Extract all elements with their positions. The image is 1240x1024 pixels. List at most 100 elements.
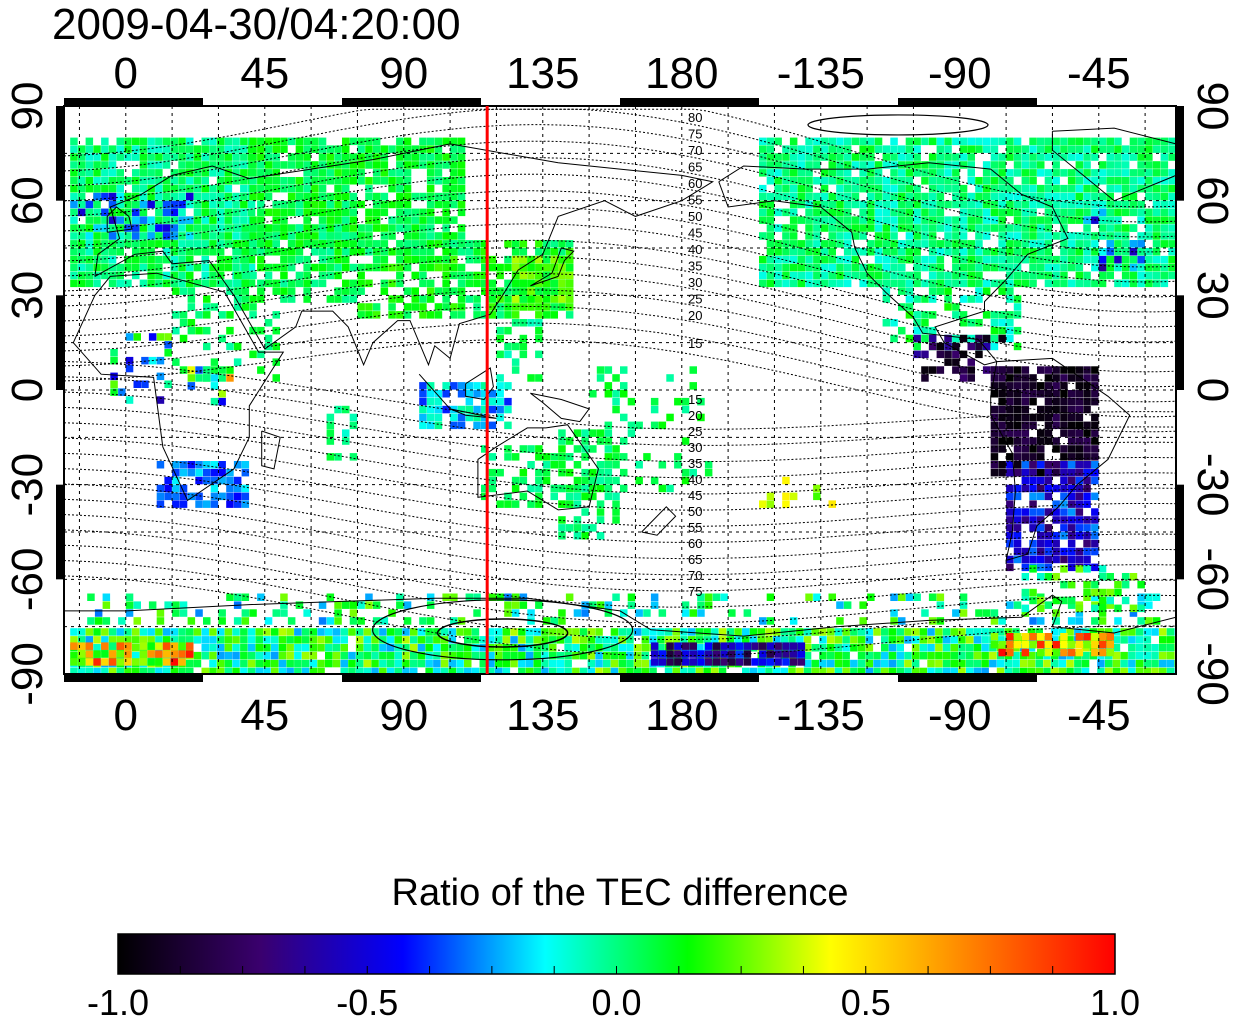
tec-cell bbox=[857, 659, 866, 668]
tec-cell bbox=[898, 248, 906, 256]
tec-cell bbox=[1037, 648, 1045, 657]
tec-cell bbox=[257, 216, 265, 224]
tec-cell bbox=[286, 659, 294, 668]
tec-cell bbox=[921, 200, 929, 209]
tec-cell bbox=[681, 609, 690, 617]
tec-cell bbox=[247, 651, 256, 660]
tec-cell bbox=[828, 271, 836, 280]
tec-cell bbox=[1006, 524, 1014, 532]
tec-cell bbox=[380, 145, 389, 153]
tec-cell bbox=[774, 153, 782, 161]
tec-cell bbox=[1121, 177, 1130, 185]
tec-cell bbox=[820, 240, 829, 248]
tec-cell bbox=[101, 255, 109, 264]
tec-cell bbox=[650, 421, 659, 430]
tec-cell bbox=[272, 208, 280, 217]
tec-cell bbox=[525, 628, 534, 636]
tec-cell bbox=[1067, 461, 1076, 469]
tec-cell bbox=[782, 184, 790, 193]
tec-cell bbox=[1037, 604, 1045, 613]
tec-cell bbox=[272, 216, 280, 224]
tec-cell bbox=[101, 192, 109, 201]
tec-cell bbox=[604, 390, 613, 398]
tec-cell bbox=[240, 651, 248, 660]
tec-cell bbox=[201, 192, 209, 201]
tec-cell bbox=[990, 326, 999, 335]
tec-cell bbox=[241, 492, 250, 501]
frame-bar-top bbox=[898, 98, 1037, 106]
tec-cell bbox=[757, 667, 765, 674]
tec-cell bbox=[836, 232, 844, 240]
tec-cell bbox=[1098, 192, 1107, 201]
tec-cell bbox=[581, 532, 589, 540]
tec-cell bbox=[425, 651, 433, 660]
tec-cell bbox=[1052, 216, 1060, 224]
tec-cell bbox=[1052, 648, 1060, 657]
tec-cell bbox=[1129, 184, 1138, 193]
tec-cell bbox=[272, 374, 280, 382]
tec-cell bbox=[1152, 208, 1161, 217]
tec-cell bbox=[295, 137, 304, 146]
tec-cell bbox=[210, 461, 219, 469]
tec-cell bbox=[456, 628, 464, 636]
tec-cell bbox=[186, 650, 194, 658]
tec-cell bbox=[1060, 492, 1068, 501]
tec-cell bbox=[797, 169, 806, 177]
tec-cell bbox=[487, 636, 495, 644]
tec-cell bbox=[195, 476, 203, 485]
tec-cell bbox=[481, 405, 489, 414]
tec-cell bbox=[1027, 651, 1036, 660]
tec-cell bbox=[108, 248, 117, 256]
tec-cell bbox=[457, 413, 466, 422]
tec-cell bbox=[396, 208, 404, 217]
tec-cell bbox=[357, 232, 365, 240]
tec-cell bbox=[1021, 555, 1030, 564]
tec-cell bbox=[1083, 421, 1091, 430]
tec-cell bbox=[280, 609, 288, 617]
x-tick-label-bottom: -45 bbox=[1067, 691, 1131, 740]
tec-cell bbox=[295, 271, 304, 280]
tec-cell bbox=[990, 334, 999, 343]
tec-cell bbox=[172, 484, 180, 493]
tec-cell bbox=[1129, 208, 1138, 217]
tec-cell bbox=[187, 303, 196, 311]
tec-cell bbox=[1060, 500, 1068, 508]
tec-cell bbox=[1006, 169, 1014, 177]
tec-cell bbox=[535, 476, 543, 485]
tec-cell bbox=[1137, 263, 1145, 272]
tec-cell bbox=[641, 628, 650, 636]
tec-cell bbox=[1145, 184, 1153, 193]
tec-cell bbox=[363, 667, 372, 674]
tec-cell bbox=[820, 208, 829, 217]
tec-cell bbox=[481, 271, 489, 280]
tec-cell bbox=[850, 667, 858, 674]
tec-cell bbox=[411, 255, 419, 264]
tec-cell bbox=[419, 208, 427, 217]
tec-cell bbox=[757, 628, 765, 636]
tec-cell bbox=[813, 248, 821, 256]
tec-cell bbox=[287, 279, 296, 288]
tec-cell bbox=[928, 295, 937, 303]
tec-cell bbox=[1129, 263, 1138, 272]
tec-cell bbox=[349, 295, 358, 303]
tec-cell bbox=[311, 263, 319, 272]
tec-cell bbox=[1137, 216, 1145, 224]
tec-cell bbox=[982, 263, 991, 272]
tec-cell bbox=[558, 524, 566, 532]
tec-cell bbox=[542, 453, 551, 461]
tec-cell bbox=[1021, 390, 1030, 398]
tec-cell bbox=[1060, 279, 1068, 288]
tec-cell bbox=[241, 248, 250, 256]
tec-cell bbox=[851, 216, 860, 224]
tec-cell bbox=[998, 184, 1006, 193]
tec-cell bbox=[70, 169, 78, 177]
tec-cell bbox=[867, 248, 875, 256]
frame-tick-bars bbox=[56, 98, 1184, 682]
tec-cell bbox=[108, 161, 117, 169]
tec-cell bbox=[704, 601, 713, 609]
tec-cell bbox=[1075, 640, 1084, 649]
tec-cell bbox=[403, 263, 412, 272]
tec-cell bbox=[504, 397, 512, 406]
tec-cell bbox=[132, 145, 140, 153]
